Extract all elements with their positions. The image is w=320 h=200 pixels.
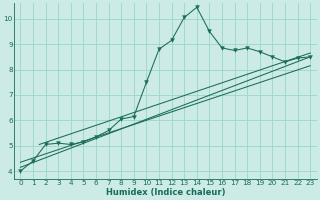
- X-axis label: Humidex (Indice chaleur): Humidex (Indice chaleur): [106, 188, 225, 197]
